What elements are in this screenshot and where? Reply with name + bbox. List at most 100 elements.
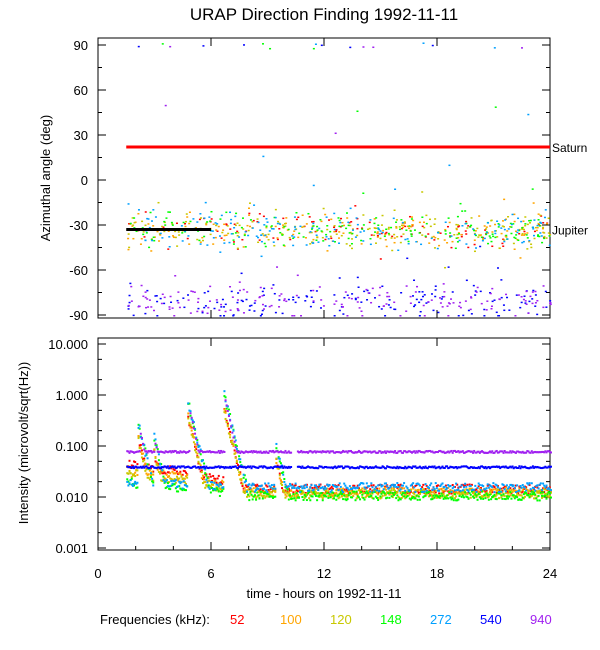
point-940 [365,288,368,291]
point-148 [467,497,470,500]
point-272 [423,490,426,493]
point-120 [392,488,395,491]
point-120 [438,494,441,497]
point-52 [154,460,157,463]
point-52 [391,235,394,238]
point-120 [131,217,134,219]
point-540 [534,465,537,468]
point-148 [444,497,447,500]
point-148 [513,236,516,239]
point-272 [312,488,315,491]
point-272 [293,236,296,238]
point-120 [236,222,239,224]
point-100 [322,492,325,495]
point-540 [250,467,253,470]
point-540 [440,466,443,469]
point-120 [524,495,527,498]
point-52 [142,457,145,460]
point-52 [516,491,519,494]
point-148 [209,220,212,222]
point-100 [536,495,539,498]
point-100 [197,456,200,459]
point-52 [226,422,229,425]
point-52 [397,483,400,486]
point-540 [273,292,276,295]
point-272 [146,457,149,460]
point-940 [346,451,349,454]
point-120 [183,481,186,484]
point-120 [200,217,203,219]
point-148 [395,221,398,223]
point-540 [513,466,516,469]
point-148 [185,489,188,492]
point-100 [175,478,178,481]
point-100 [501,491,504,494]
point-540 [523,295,526,297]
point-940 [439,449,442,452]
point-52 [477,485,480,488]
point-148 [390,495,393,498]
point-52 [450,492,453,495]
point-272 [464,222,467,225]
point-52 [486,484,489,487]
point-120 [178,234,181,236]
point-120 [302,491,305,494]
point-100 [442,487,445,490]
point-100 [148,469,151,472]
point-540 [232,314,235,316]
point-148 [465,495,468,498]
point-120 [145,468,148,471]
point-148 [338,225,341,228]
point-940 [356,301,359,303]
point-272 [327,485,330,488]
point-100 [192,436,195,439]
point-120 [503,239,506,241]
point-940 [530,450,533,453]
point-52 [312,492,315,495]
point-148 [169,211,172,213]
point-100 [132,237,135,240]
point-100 [144,462,147,465]
point-120 [348,489,351,492]
point-148 [456,241,459,243]
point-540 [192,465,195,468]
point-540 [414,465,417,468]
point-52 [361,490,364,493]
point-540 [406,257,409,260]
point-540 [170,465,173,468]
point-940 [320,451,323,454]
point-272 [516,484,519,487]
point-940 [404,450,407,453]
point-272 [514,491,517,494]
ytick-label: 0.010 [55,490,88,505]
point-540 [136,466,139,469]
point-120 [206,485,209,488]
point-120 [230,440,233,443]
point-940 [130,300,133,302]
point-148 [499,490,502,493]
point-100 [147,473,150,476]
point-120 [535,490,538,493]
point-100 [127,237,130,240]
point-100 [401,226,404,229]
point-540 [364,465,367,468]
point-100 [213,480,216,483]
point-272 [274,487,277,490]
point-100 [411,495,414,498]
point-52 [246,485,249,488]
point-120 [391,249,394,252]
point-940 [547,450,550,453]
point-120 [538,489,541,492]
point-148 [256,491,259,494]
point-100 [468,487,471,490]
point-540 [531,465,534,468]
point-272 [206,481,209,484]
point-940 [276,450,279,453]
point-540 [467,467,470,470]
point-148 [263,242,266,245]
point-52 [328,488,331,491]
point-100 [331,494,334,497]
point-540 [438,465,441,468]
point-940 [256,451,259,454]
point-540 [255,466,258,469]
